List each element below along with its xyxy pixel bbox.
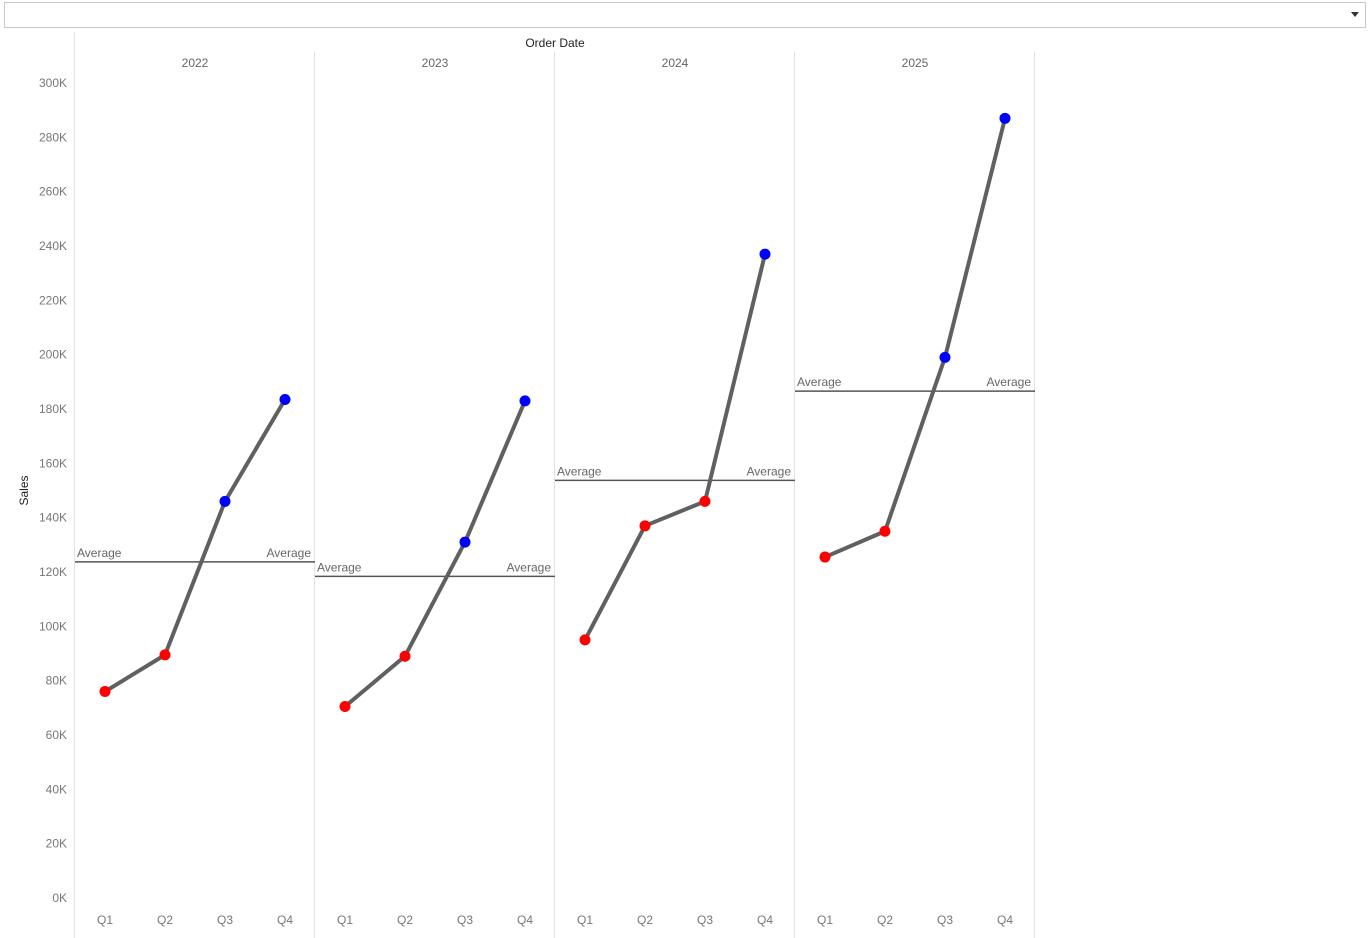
x-tick-label: Q2 (637, 913, 653, 927)
data-point-2023-q1 (339, 700, 351, 712)
data-point-2025-q2 (879, 525, 891, 537)
data-point-2024-q1 (579, 634, 591, 646)
x-tick-label: Q4 (517, 913, 533, 927)
y-tick-label: 120K (39, 565, 67, 579)
data-point-2022-q2 (159, 649, 171, 661)
year-header-2024: 2024 (662, 56, 689, 70)
series-line-2025 (823, 116, 1007, 560)
year-header-2025: 2025 (902, 56, 929, 70)
y-axis-label: Sales (17, 475, 31, 505)
data-point-2022-q1 (99, 686, 111, 698)
y-tick-label: 180K (39, 402, 67, 416)
x-tick-label: Q1 (817, 913, 833, 927)
filter-dropdown[interactable] (4, 2, 1366, 28)
x-tick-label: Q3 (217, 913, 233, 927)
average-label: Average (797, 375, 842, 389)
average-label: Average (747, 464, 792, 478)
x-tick-label: Q4 (757, 913, 773, 927)
average-label: Average (267, 546, 312, 560)
data-point-2024-q2 (639, 520, 651, 532)
y-tick-label: 0K (52, 891, 67, 905)
average-label: Average (317, 560, 362, 574)
data-point-2025-q3 (939, 351, 951, 363)
average-label: Average (507, 560, 552, 574)
y-tick-label: 140K (39, 511, 67, 525)
y-tick-label: 260K (39, 185, 67, 199)
x-tick-label: Q2 (877, 913, 893, 927)
data-point-2022-q4 (279, 393, 291, 405)
y-tick-label: 80K (46, 674, 67, 688)
y-tick-label: 200K (39, 348, 67, 362)
data-point-2023-q2 (399, 650, 411, 662)
y-tick-label: 60K (46, 728, 67, 742)
column-header-order-date: Order Date (525, 36, 585, 50)
y-tick-label: 220K (39, 293, 67, 307)
year-header-2023: 2023 (422, 56, 449, 70)
sales-line-chart: Order Date Sales 0K 20K 40K 60K 80K 100K 120K 140… (17, 32, 1035, 938)
average-label: Average (557, 464, 602, 478)
y-tick-label: 100K (39, 619, 67, 633)
x-tick-label: Q1 (337, 913, 353, 927)
data-point-2024-q3 (699, 495, 711, 507)
x-tick-label: Q4 (997, 913, 1013, 927)
y-tick-label: 300K (39, 76, 67, 90)
x-tick-label: Q1 (97, 913, 113, 927)
y-tick-label: 40K (46, 782, 67, 796)
x-tick-label: Q2 (157, 913, 173, 927)
y-tick-label: 280K (39, 130, 67, 144)
data-point-2025-q1 (819, 551, 831, 563)
data-point-2023-q3 (459, 536, 471, 548)
series-line-2023 (343, 398, 527, 709)
x-tick-label: Q3 (937, 913, 953, 927)
data-point-2022-q3 (219, 495, 231, 507)
chevron-down-icon[interactable] (1351, 12, 1359, 17)
average-label: Average (77, 546, 122, 560)
series-line-2022 (103, 397, 287, 694)
average-label: Average (987, 375, 1032, 389)
x-tick-label: Q3 (457, 913, 473, 927)
x-tick-label: Q1 (577, 913, 593, 927)
series-line-2024 (583, 252, 767, 642)
y-tick-label: 160K (39, 456, 67, 470)
data-point-2025-q4 (999, 112, 1011, 124)
x-tick-label: Q4 (277, 913, 293, 927)
x-tick-label: Q3 (697, 913, 713, 927)
data-point-2024-q4 (759, 248, 771, 260)
x-tick-label: Q2 (397, 913, 413, 927)
y-tick-label: 20K (46, 837, 67, 851)
y-tick-label: 240K (39, 239, 67, 253)
year-header-2022: 2022 (182, 56, 209, 70)
data-point-2023-q4 (519, 395, 531, 407)
